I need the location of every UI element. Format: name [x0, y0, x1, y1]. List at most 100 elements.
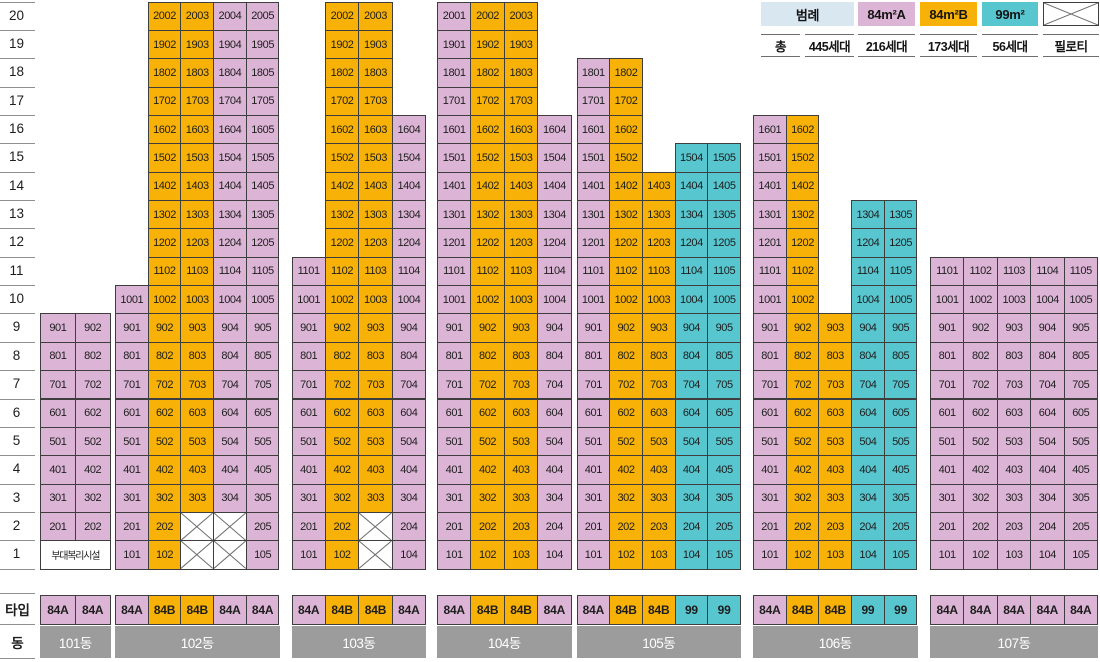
unit-cell: 1303 — [358, 200, 393, 230]
unit-cell: 901 — [437, 313, 472, 343]
unit-cell: 703 — [818, 370, 853, 400]
unit-cell: 905 — [245, 313, 280, 343]
piloti-cell — [213, 540, 247, 570]
unit-cell: 1401 — [576, 171, 611, 202]
unit-cell: 1201 — [753, 228, 787, 258]
unit-cell: 303 — [180, 483, 215, 513]
unit-cell: 702 — [609, 370, 643, 400]
unit-cell: 603 — [818, 398, 853, 428]
unit-cell: 1103 — [358, 256, 393, 287]
unit-cell: 901 — [753, 313, 787, 343]
unit-cell: 201 — [40, 511, 76, 542]
unit-cell: 504 — [391, 426, 427, 457]
legend-count-99: 56세대 — [982, 34, 1038, 57]
unit-cell: 1601 — [437, 115, 472, 145]
unit-cell: 1302 — [785, 200, 820, 230]
floor-label: 20 — [8, 7, 25, 23]
unit-cell: 105 — [245, 540, 280, 570]
unit-cell: 1501 — [437, 143, 472, 173]
unit-cell: 1105 — [883, 256, 918, 287]
unit-cell: 301 — [291, 483, 326, 513]
unit-cell: 1302 — [470, 200, 505, 230]
unit-cell: 204 — [1030, 511, 1065, 542]
piloti-x-icon — [181, 513, 213, 540]
unit-cell: 1803 — [180, 58, 215, 88]
unit-cell: 905 — [1063, 313, 1098, 343]
unit-cell: 1402 — [147, 171, 182, 202]
unit-cell: 2002 — [324, 1, 360, 31]
unit-cell: 1202 — [785, 228, 820, 258]
unit-cell: 703 — [503, 370, 539, 400]
legend-title: 범례 — [761, 2, 854, 26]
piloti-x-icon — [359, 513, 391, 540]
unit-cell: 403 — [641, 455, 676, 485]
unit-cell: 702 — [74, 370, 111, 400]
unit-cell: 1203 — [641, 228, 676, 258]
unit-cell: 805 — [883, 341, 918, 372]
floor-label: 14 — [8, 177, 25, 193]
unit-cell: 604 — [674, 398, 709, 428]
unit-cell: 2005 — [245, 1, 280, 31]
piloti-cell — [358, 540, 393, 570]
unit-cell: 1403 — [358, 171, 393, 202]
piloti-x-icon — [1044, 3, 1098, 25]
unit-cell: 1203 — [503, 228, 539, 258]
unit-cell: 1805 — [245, 58, 280, 88]
floor-gridline — [0, 256, 35, 258]
unit-cell: 803 — [641, 341, 676, 372]
unit-cell: 1202 — [324, 228, 360, 258]
unit-cell: 102 — [963, 540, 998, 570]
unit-cell: 804 — [674, 341, 709, 372]
unit-cell: 802 — [470, 341, 505, 372]
type-cell: 84B — [818, 595, 853, 625]
floor-gridline — [0, 143, 35, 145]
unit-cell: 203 — [996, 511, 1032, 542]
unit-cell: 201 — [930, 511, 965, 542]
floor-gridline — [0, 426, 35, 428]
unit-cell: 1503 — [503, 143, 539, 173]
unit-cell: 1501 — [576, 143, 611, 173]
unit-cell: 1902 — [324, 29, 360, 60]
unit-cell: 604 — [1030, 398, 1065, 428]
piloti-x-icon — [214, 513, 246, 540]
piloti-cell — [213, 511, 247, 542]
unit-cell: 904 — [213, 313, 247, 343]
unit-cell: 1102 — [147, 256, 182, 287]
unit-cell: 1204 — [391, 228, 427, 258]
unit-cell: 102 — [785, 540, 820, 570]
unit-cell: 501 — [40, 426, 76, 457]
unit-cell: 305 — [1063, 483, 1098, 513]
unit-cell: 103 — [641, 540, 676, 570]
unit-cell: 1804 — [213, 58, 247, 88]
unit-cell: 1005 — [245, 285, 280, 315]
unit-cell: 1004 — [674, 285, 709, 315]
unit-cell: 1205 — [883, 228, 918, 258]
unit-cell: 1905 — [245, 29, 280, 60]
unit-cell: 904 — [537, 313, 572, 343]
unit-cell: 1204 — [674, 228, 709, 258]
unit-cell: 802 — [74, 341, 111, 372]
floor-gridline — [0, 115, 35, 116]
unit-cell: 2003 — [503, 1, 539, 31]
unit-cell: 704 — [537, 370, 572, 400]
unit-cell: 701 — [753, 370, 787, 400]
unit-cell: 101 — [753, 540, 787, 570]
unit-cell: 605 — [707, 398, 741, 428]
unit-cell: 402 — [963, 455, 998, 485]
unit-cell: 303 — [818, 483, 853, 513]
unit-cell: 1502 — [147, 143, 182, 173]
unit-cell: 1202 — [609, 228, 643, 258]
unit-cell: 704 — [674, 370, 709, 400]
unit-cell: 203 — [503, 511, 539, 542]
unit-cell: 1203 — [358, 228, 393, 258]
unit-cell: 1304 — [674, 200, 709, 230]
divider-line — [0, 658, 35, 659]
unit-cell: 1602 — [147, 115, 182, 145]
unit-cell: 604 — [391, 398, 427, 428]
floor-label: 18 — [8, 64, 25, 80]
unit-cell: 1602 — [324, 115, 360, 145]
unit-cell: 505 — [245, 426, 280, 457]
unit-cell: 601 — [291, 398, 326, 428]
unit-cell: 402 — [470, 455, 505, 485]
unit-cell: 204 — [391, 511, 427, 542]
